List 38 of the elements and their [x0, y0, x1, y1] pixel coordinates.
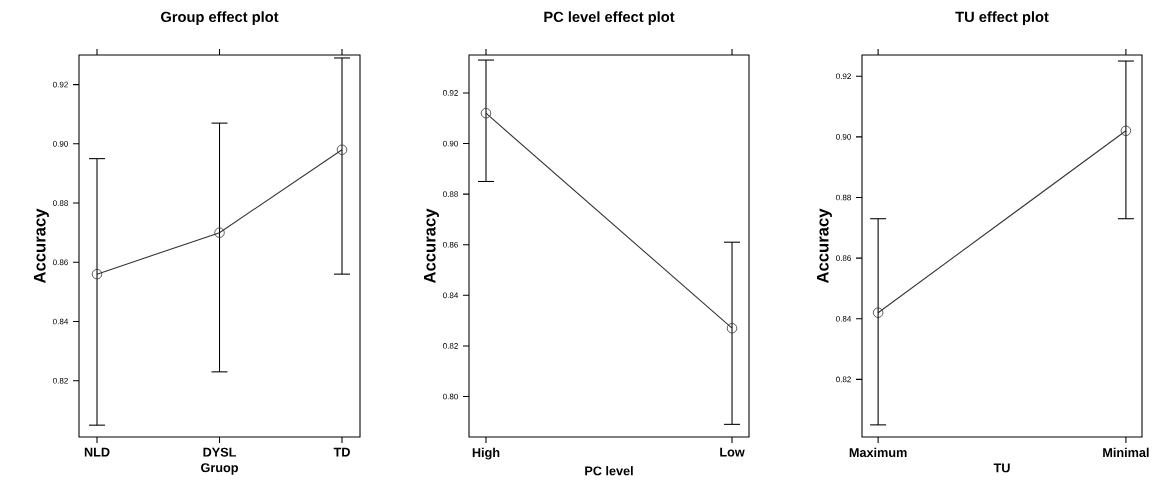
y-tick-label: 0.84	[836, 315, 852, 322]
y-tick-label: 0.92	[836, 73, 851, 80]
y-axis-title: Accuracy	[33, 208, 49, 284]
y-tick-label: 0.90	[443, 140, 458, 147]
y-axis-title: Accuracy	[816, 208, 832, 284]
y-tick-label: 0.86	[836, 255, 851, 261]
x-tick-label: TD	[333, 447, 350, 457]
y-tick-label: 0.82	[443, 343, 458, 349]
y-axis-title: Accuracy	[423, 208, 439, 284]
x-tick-label: Low	[720, 447, 745, 457]
y-tick-label: 0.84	[53, 318, 69, 325]
y-tick-label: 0.90	[836, 134, 851, 140]
y-tick-label: 0.80	[443, 393, 458, 400]
y-tick-label: 0.88	[443, 191, 458, 197]
y-tick-label: 0.92	[53, 81, 68, 88]
y-tick-label: 0.92	[443, 90, 458, 96]
y-tick-label: 0.82	[53, 377, 68, 384]
y-tick-label: 0.86	[443, 241, 458, 248]
y-tick-label: 0.88	[53, 200, 68, 206]
x-tick-label: Maximum	[849, 447, 907, 458]
x-tick-label: NLD	[84, 447, 110, 457]
chart-title: PC level effect plot	[544, 11, 675, 25]
chart-title: Group effect plot	[161, 11, 279, 25]
chart-title: TU effect plot	[955, 11, 1049, 25]
y-tick-label: 0.90	[53, 141, 68, 147]
point	[214, 227, 225, 238]
y-tick-label: 0.86	[53, 259, 68, 266]
x-axis-title: Gruop	[201, 463, 238, 475]
x-tick-label: DYSL	[203, 447, 237, 457]
point	[336, 144, 348, 155]
y-tick-label: 0.88	[836, 194, 851, 201]
y-tick-label: 0.82	[836, 376, 851, 383]
y-tick-label: 0.84	[443, 292, 459, 299]
x-tick-label: Minimal	[1103, 447, 1149, 458]
x-axis-title: PC level	[585, 466, 633, 476]
point	[91, 268, 103, 280]
x-axis-title: TU	[993, 463, 1010, 473]
x-tick-label: High	[472, 447, 500, 460]
